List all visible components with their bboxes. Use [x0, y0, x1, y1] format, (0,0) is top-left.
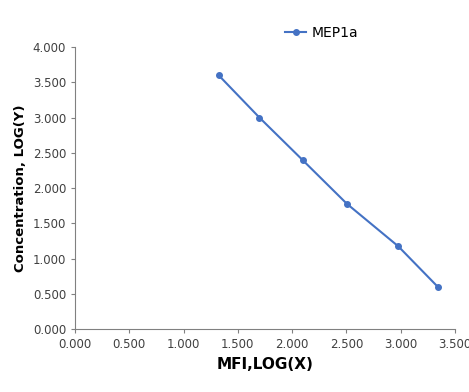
Legend: MEP1a: MEP1a — [286, 26, 358, 40]
MEP1a — [435, 285, 440, 289]
MEP1a — [395, 244, 401, 249]
Y-axis label: Concentration, LOG(Y): Concentration, LOG(Y) — [14, 104, 27, 272]
Line: MEP1a: MEP1a — [216, 73, 440, 290]
X-axis label: MFI,LOG(X): MFI,LOG(X) — [217, 357, 313, 372]
MEP1a — [344, 201, 350, 206]
MEP1a — [300, 158, 305, 162]
MEP1a — [257, 115, 262, 120]
MEP1a — [216, 73, 221, 78]
